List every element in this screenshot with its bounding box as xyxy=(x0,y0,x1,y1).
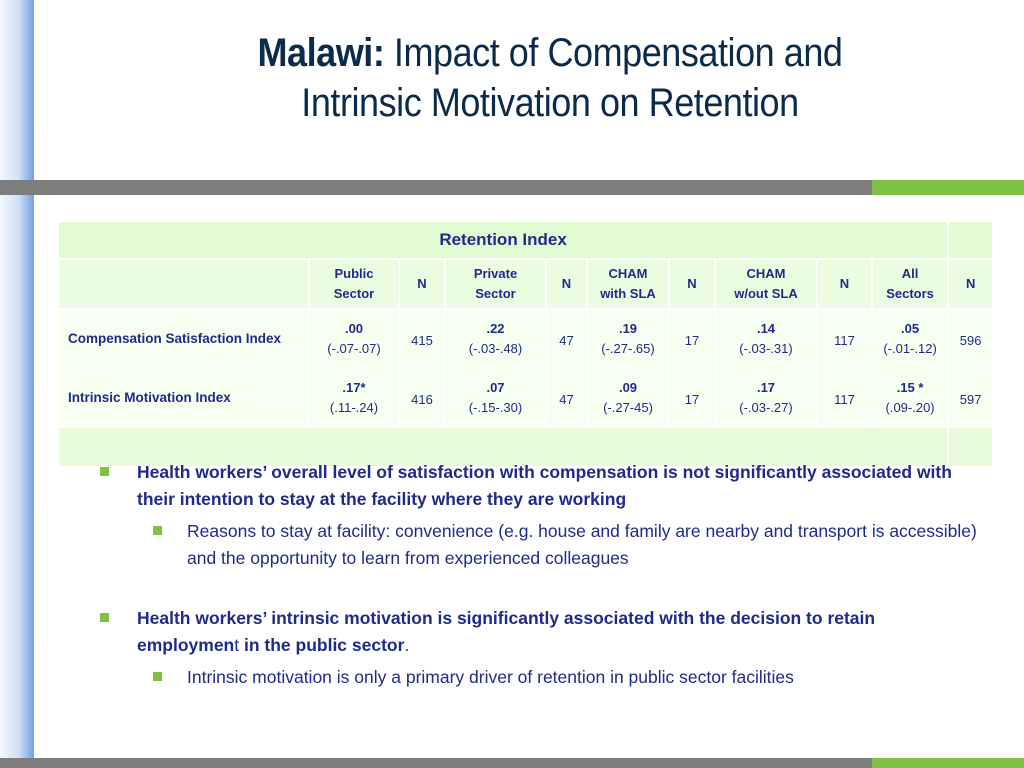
header-n: N xyxy=(668,258,716,310)
list-item: Health workers’ intrinsic motivation is … xyxy=(97,605,977,659)
top-divider-gray xyxy=(0,180,872,195)
cell-n: 47 xyxy=(545,308,588,369)
cell-n: 17 xyxy=(668,367,716,428)
header-all-sectors: All Sectors xyxy=(870,258,950,310)
bullet-square-icon xyxy=(153,526,162,535)
table-title: Retention Index xyxy=(56,220,950,260)
list-item: Health workers’ overall level of satisfa… xyxy=(97,459,977,513)
cell-cham-nosla: .14 (-.03-.31) xyxy=(714,308,818,369)
title-line1: Impact of Compensation and xyxy=(384,31,843,75)
cell-public: .17* (.11-.24) xyxy=(308,367,400,428)
title-line2: Intrinsic Motivation on Retention xyxy=(301,81,799,125)
cell-cham-sla: .09 (-.27-45) xyxy=(586,367,670,428)
header-cham-with-sla: CHAM with SLA xyxy=(586,258,670,310)
table-row: Compensation Satisfaction Index .00 (-.07… xyxy=(57,308,995,369)
header-public-sector: Public Sector xyxy=(308,258,400,310)
header-private-sector: Private Sector xyxy=(444,258,547,310)
cell-n: 117 xyxy=(816,367,873,428)
top-divider-green xyxy=(872,180,1024,195)
retention-table: Retention Index Public Sector N Private Se… xyxy=(56,220,995,468)
cell-n: 596 xyxy=(947,308,995,369)
cell-private: .22 (-.03-.48) xyxy=(444,308,547,369)
header-empty xyxy=(57,258,310,310)
cell-n: 416 xyxy=(398,367,446,428)
bottom-divider-gray xyxy=(0,758,872,768)
cell-public: .00 (-.07-.07) xyxy=(308,308,400,369)
cell-n: 117 xyxy=(816,308,873,369)
cell-n: 17 xyxy=(668,308,716,369)
cell-n: 597 xyxy=(947,367,995,428)
header-n: N xyxy=(545,258,588,310)
table-empty-row xyxy=(56,426,995,468)
title-country: Malawi: xyxy=(257,31,385,75)
list-item: Reasons to stay at facility: convenience… xyxy=(97,518,977,572)
row-label: Compensation Satisfaction Index xyxy=(57,308,310,369)
row-label: Intrinsic Motivation Index xyxy=(57,367,310,428)
bullet-square-icon xyxy=(153,672,162,681)
sub-bullet-text: Intrinsic motivation is only a primary d… xyxy=(187,667,794,687)
header-n: N xyxy=(816,258,873,310)
table-title-spacer xyxy=(947,220,995,260)
table-row: Intrinsic Motivation Index .17* (.11-.24)… xyxy=(57,367,995,428)
bottom-divider-green xyxy=(872,758,1024,768)
cell-n: 415 xyxy=(398,308,446,369)
cell-cham-sla: .19 (-.27-.65) xyxy=(586,308,670,369)
bullet-text: Health workers’ overall level of satisfa… xyxy=(137,462,952,509)
bullet-square-icon xyxy=(100,613,109,622)
slide-title: Malawi: Impact of Compensation and Intri… xyxy=(190,28,910,128)
table-header-row: Public Sector N Private Sector N CHAM with … xyxy=(57,258,995,310)
bullet-list: Health workers’ overall level of satisfa… xyxy=(97,459,977,691)
header-cham-without-sla: CHAM w/out SLA xyxy=(714,258,818,310)
cell-n: 47 xyxy=(545,367,588,428)
cell-cham-nosla: .17 (-.03-.27) xyxy=(714,367,818,428)
cell-all: .15 * (.09-.20) xyxy=(870,367,950,428)
cell-all: .05 (-.01-.12) xyxy=(870,308,950,369)
header-n: N xyxy=(947,258,995,310)
bullet-text: Health workers’ intrinsic motivation is … xyxy=(137,608,876,655)
sub-bullet-text: Reasons to stay at facility: convenience… xyxy=(187,521,977,568)
cell-private: .07 (-.15-.30) xyxy=(444,367,547,428)
list-item: Intrinsic motivation is only a primary d… xyxy=(97,664,977,691)
bullet-square-icon xyxy=(100,467,109,476)
header-n: N xyxy=(398,258,446,310)
left-gradient-bar xyxy=(0,0,34,768)
